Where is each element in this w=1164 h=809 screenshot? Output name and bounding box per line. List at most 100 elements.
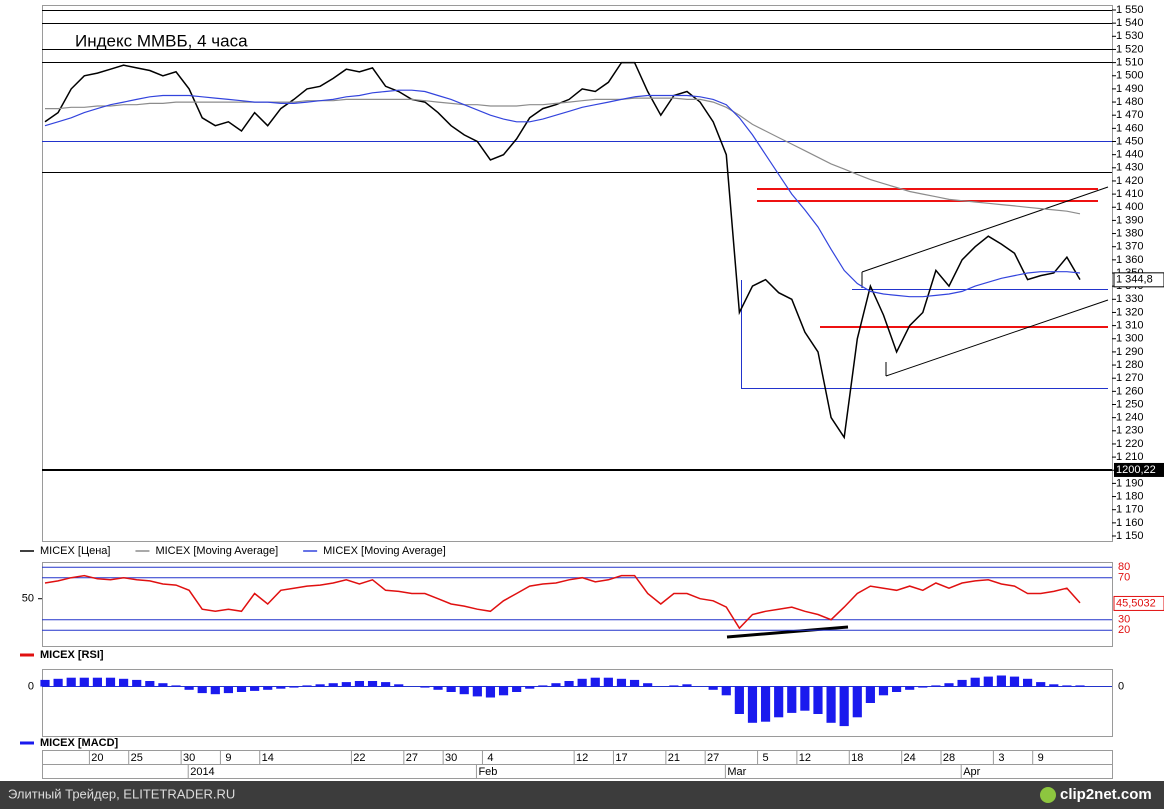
chart-title: Индекс ММВБ, 4 часа [75,31,248,50]
y-tick-label: 20 [1118,624,1130,636]
y-tick-label: 50 [22,593,34,605]
y-tick-label: 1 410 [1116,188,1144,200]
x-tick-label: 18 [851,752,863,764]
current-value-box [1113,595,1164,611]
bar [983,676,993,687]
y-tick-label: 0 [28,680,34,692]
x-tick-label: 4 [487,752,493,764]
y-tick-label: 1 170 [1116,504,1144,516]
bar [852,686,862,718]
x-tick-label: 17 [615,752,627,764]
y-tick-label: 1 550 [1116,4,1144,16]
y-tick-label: 1 400 [1116,201,1144,213]
bar [616,678,627,687]
bar [236,686,247,692]
bar [931,685,941,687]
footer-source: Элитный Трейдер, ELITETRADER.RU [8,786,235,801]
bar [184,686,194,690]
x-tick-label: 9 [1038,752,1044,764]
y-tick-label: 1 420 [1116,175,1144,187]
bar [40,679,50,687]
price-panel [42,5,1113,542]
x-tick-label: 22 [353,752,365,764]
bar [197,686,207,694]
legend-label: MICEX [Цена] [40,545,110,557]
y-tick-label: 1 270 [1116,372,1144,384]
x-tick-label: 24 [904,752,916,764]
bar [381,682,391,687]
bar [250,686,260,691]
y-tick-label: 1 300 [1116,333,1144,345]
y-tick-label: 1 330 [1116,293,1144,305]
y-tick-label: 1 360 [1116,254,1144,266]
x-tick-label: 14 [262,752,274,764]
bar [865,686,875,703]
bar [446,686,456,692]
y-tick-label: 1 320 [1116,306,1144,318]
footer-logo [1040,787,1056,803]
y-tick-label: 1 390 [1116,214,1144,226]
y-tick-label: 1 160 [1116,517,1144,529]
footer-bar [0,781,1164,809]
y-tick-label: 1 460 [1116,122,1144,134]
x-tick-label: 12 [799,752,811,764]
bar [119,678,129,687]
y-tick-label: 1 470 [1116,109,1144,121]
current-value-box [1113,272,1164,288]
bar [525,686,535,689]
bar [263,686,273,690]
bar [682,684,692,687]
bar [53,678,63,687]
bar [420,686,430,688]
bar [551,683,561,687]
bar [800,686,810,711]
bar [223,686,234,694]
bar [341,682,351,687]
bar [315,684,325,687]
bar [538,685,548,687]
bar [944,683,954,687]
x-tick-label: 3 [998,752,1004,764]
bar [92,677,102,687]
bar [472,686,482,697]
y-tick-label: 1 370 [1116,241,1144,253]
y-tick-label: 1 180 [1116,490,1144,502]
footer-brand: clip2net.com [1060,786,1152,803]
bar [145,681,155,687]
bar [1062,685,1072,687]
x-tick-label: 12 [576,752,588,764]
y-tick-label: 1 240 [1116,412,1144,424]
month-label: Apr [963,766,980,778]
y-tick-label: 1 510 [1116,57,1144,69]
bar [669,685,679,687]
bar [459,686,469,695]
bar [918,686,928,688]
bar [721,686,731,696]
bar [394,684,404,687]
bar [485,686,496,698]
bar [708,686,718,690]
macd-panel [42,669,1113,737]
bar [1075,685,1085,687]
bar [905,686,915,690]
month-label: Mar [727,766,746,778]
x-tick-label: 20 [91,752,103,764]
bar [603,677,613,687]
bar [1009,676,1020,687]
bar [629,679,640,687]
bar [577,678,587,687]
y-tick-label: 1 310 [1116,320,1144,332]
bar [158,683,168,687]
bar [643,683,653,687]
y-tick-label: 1 440 [1116,149,1144,161]
bar [328,683,338,687]
bar [839,686,849,727]
y-tick-label: 1 500 [1116,70,1144,82]
month-label: Feb [478,766,497,778]
series-line [44,574,1081,630]
level-box [1114,462,1164,477]
current-value-label: 45,5032 [1116,597,1156,609]
channel-line [885,299,1109,377]
